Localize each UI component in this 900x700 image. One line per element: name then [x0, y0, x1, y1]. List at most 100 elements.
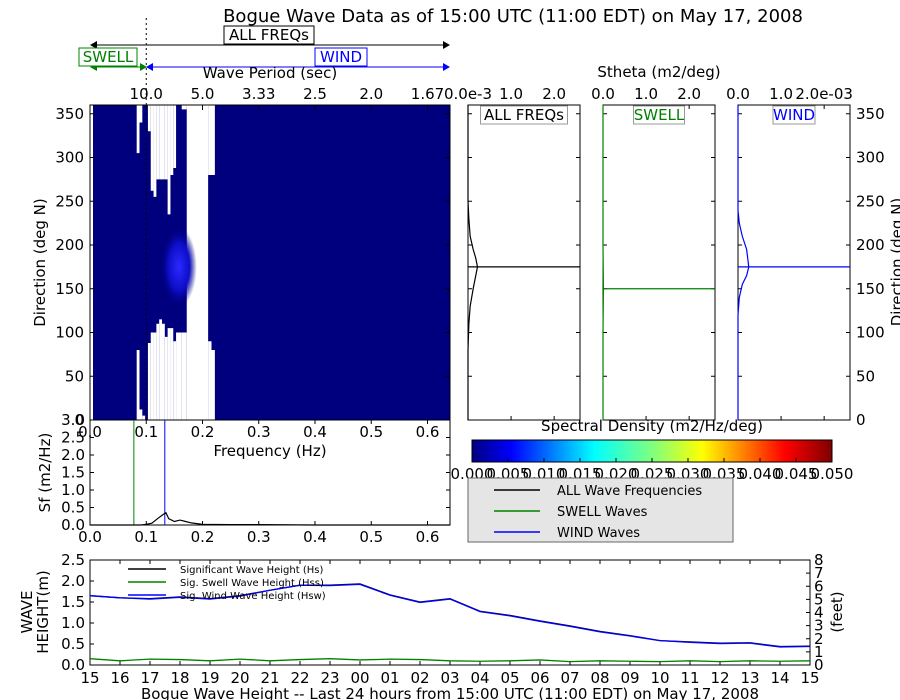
- height-xtick-label: 09: [620, 669, 639, 687]
- dir-panel-right-ytick-label: 50: [856, 367, 875, 385]
- freq-ytick-label: 2.0: [61, 446, 85, 464]
- height-xtick-label: 01: [380, 669, 399, 687]
- heatmap-mask-cell: [211, 105, 215, 175]
- heatmap-mask-cell: [164, 336, 168, 420]
- height-xtick-label: 12: [710, 669, 729, 687]
- dir-panel-right-ytick-label: 250: [856, 192, 885, 210]
- colorbar-title: Spectral Density (m2/Hz/deg): [541, 417, 763, 435]
- dir-panel-xtick-label: 2.0: [542, 85, 566, 103]
- swell-arrow-right-head: [140, 63, 147, 71]
- heatmap-mask-cell: [153, 105, 157, 197]
- heatmap-mask-cell: [167, 105, 171, 215]
- freq-top-xtick-label: 0.4: [303, 423, 327, 441]
- height-right-tick-label: 0: [814, 656, 824, 674]
- height-ylabel-line: WAVE: [18, 590, 36, 633]
- dir-panel-wind: 0.0 1.0 2.0e-03 WIND 0 50 100 150 200 250 300 350 Di…: [726, 85, 900, 429]
- colorbar-tick-label: 0.045: [775, 465, 818, 483]
- heatmap-mask-cell: [208, 341, 212, 420]
- heatmap-background: [90, 105, 450, 420]
- legend-label: WIND Waves: [557, 526, 640, 541]
- heatmap-mask-cell: [170, 105, 174, 175]
- colorbar: Spectral Density (m2/Hz/deg)0.0000.0050.…: [451, 417, 854, 483]
- dir-panel-right-ytick-label: 150: [856, 280, 885, 298]
- dir-panel-xtick-label: 2.0e-03: [795, 85, 853, 103]
- heatmap-ytick-label: 0: [74, 411, 84, 429]
- all-freq-arrow-right-head: [443, 41, 450, 49]
- height-ytick-label: 0.5: [61, 635, 85, 653]
- heatmap-ytick-label: 150: [55, 280, 84, 298]
- dir-panel-title-box: [480, 105, 568, 125]
- height-right-ylabel: (feet): [828, 591, 846, 632]
- height-ylabel: WAVEHEIGHT(m): [18, 570, 52, 654]
- dir-panel-curve: [737, 105, 750, 420]
- height-xtick-label: 00: [350, 669, 369, 687]
- heatmap-mask-cell: [211, 350, 215, 420]
- heatmap-mask-cell: [139, 105, 143, 123]
- freq-spectrum-curve: [90, 511, 450, 526]
- height-xtick-label: 14: [770, 669, 789, 687]
- heatmap-mask-cell: [136, 105, 140, 154]
- dir-panel-all: 0.0e-3 1.0 2.0 ALL FREQs: [444, 85, 581, 421]
- heatmap-mask-cell: [162, 105, 165, 180]
- heatmap-mask-cell: [139, 409, 143, 420]
- freq-ylabel: Sf (m2/Hz): [36, 433, 54, 513]
- wind-arrow-left-head: [146, 63, 153, 71]
- freq-top-xtick-label: 0.2: [191, 423, 215, 441]
- dir-panel-title: SWELL: [634, 106, 685, 124]
- heatmap-ytick-label: 250: [55, 192, 84, 210]
- dir-panel-right-ytick-label: 300: [856, 149, 885, 167]
- height-ytick-label: 1.5: [61, 593, 85, 611]
- height-ytick-label: 0.0: [61, 656, 85, 674]
- freq-xtick-label: 0.2: [191, 528, 215, 546]
- swell-label: SWELL: [83, 48, 134, 66]
- heatmap-mask-cell: [181, 105, 187, 110]
- height-right-tick-label: 8: [814, 551, 824, 569]
- period-tick-label: 5.0: [191, 85, 215, 103]
- colorbar-tick-label: 0.040: [739, 465, 782, 483]
- period-tick-label: 3.33: [242, 85, 275, 103]
- period-tick-label: 2.5: [303, 85, 327, 103]
- heatmap-mask-cell: [162, 323, 165, 420]
- period-tick-label: 1.67: [411, 85, 444, 103]
- freq-xtick-label: 0.1: [134, 528, 158, 546]
- heatmap-mask-cell: [150, 332, 154, 420]
- height-xtick-label: 17: [140, 669, 159, 687]
- height-xtick-label: 11: [680, 669, 699, 687]
- dir-panel-right-ytick-label: 100: [856, 324, 885, 342]
- legend-label: ALL Wave Frequencies: [557, 484, 702, 499]
- period-tick-label: 2.0: [359, 85, 383, 103]
- dir-panel-xtick-label: 1.0: [634, 85, 658, 103]
- height-ytick-label: 1.0: [61, 614, 85, 632]
- height-legend-label: Sig. Wind Wave Height (Hsw): [180, 591, 326, 602]
- dir-panel-swell: 0.0 1.0 2.0 SWELL: [591, 85, 716, 421]
- heatmap-mask-cell: [150, 105, 154, 191]
- freq-xtick-label: 0.0: [78, 528, 102, 546]
- wind-arrow-right-head: [443, 63, 450, 71]
- dir-panel-xtick-label: 0.0e-3: [444, 85, 492, 103]
- height-ylabel-line: HEIGHT(m): [34, 570, 52, 654]
- stheta-axis-title: Stheta (m2/deg): [597, 63, 720, 81]
- freq-ytick-label: 0.0: [61, 516, 85, 534]
- height-xlabel: Bogue Wave Height -- Last 24 hours from …: [141, 685, 759, 700]
- freq-ytick-label: 1.5: [61, 464, 85, 482]
- height-xtick-label: 08: [590, 669, 609, 687]
- wind-label-box: [314, 47, 368, 67]
- dir-panel-title: ALL FREQs: [484, 106, 564, 124]
- freq-xtick-label: 0.3: [247, 528, 271, 546]
- heatmap-mask-cell: [136, 350, 140, 420]
- heatmap-edge-strip: [90, 105, 93, 420]
- dir-panel-xtick-label: 0.0: [591, 85, 615, 103]
- heatmap-mask-cell: [176, 332, 182, 420]
- freq-xtick-label: 0.4: [303, 528, 327, 546]
- freq-ytick-label: 0.5: [61, 499, 85, 517]
- height-xtick-label: 07: [560, 669, 579, 687]
- heatmap-mask-cell: [186, 105, 209, 420]
- height-right-tick-label: 7: [814, 564, 824, 582]
- heatmap-mask-cell: [167, 328, 171, 420]
- height-right-tick-label: 3: [814, 617, 824, 635]
- height-xtick-label: 15: [800, 669, 819, 687]
- dir-panel-right-ytick-label: 200: [856, 236, 885, 254]
